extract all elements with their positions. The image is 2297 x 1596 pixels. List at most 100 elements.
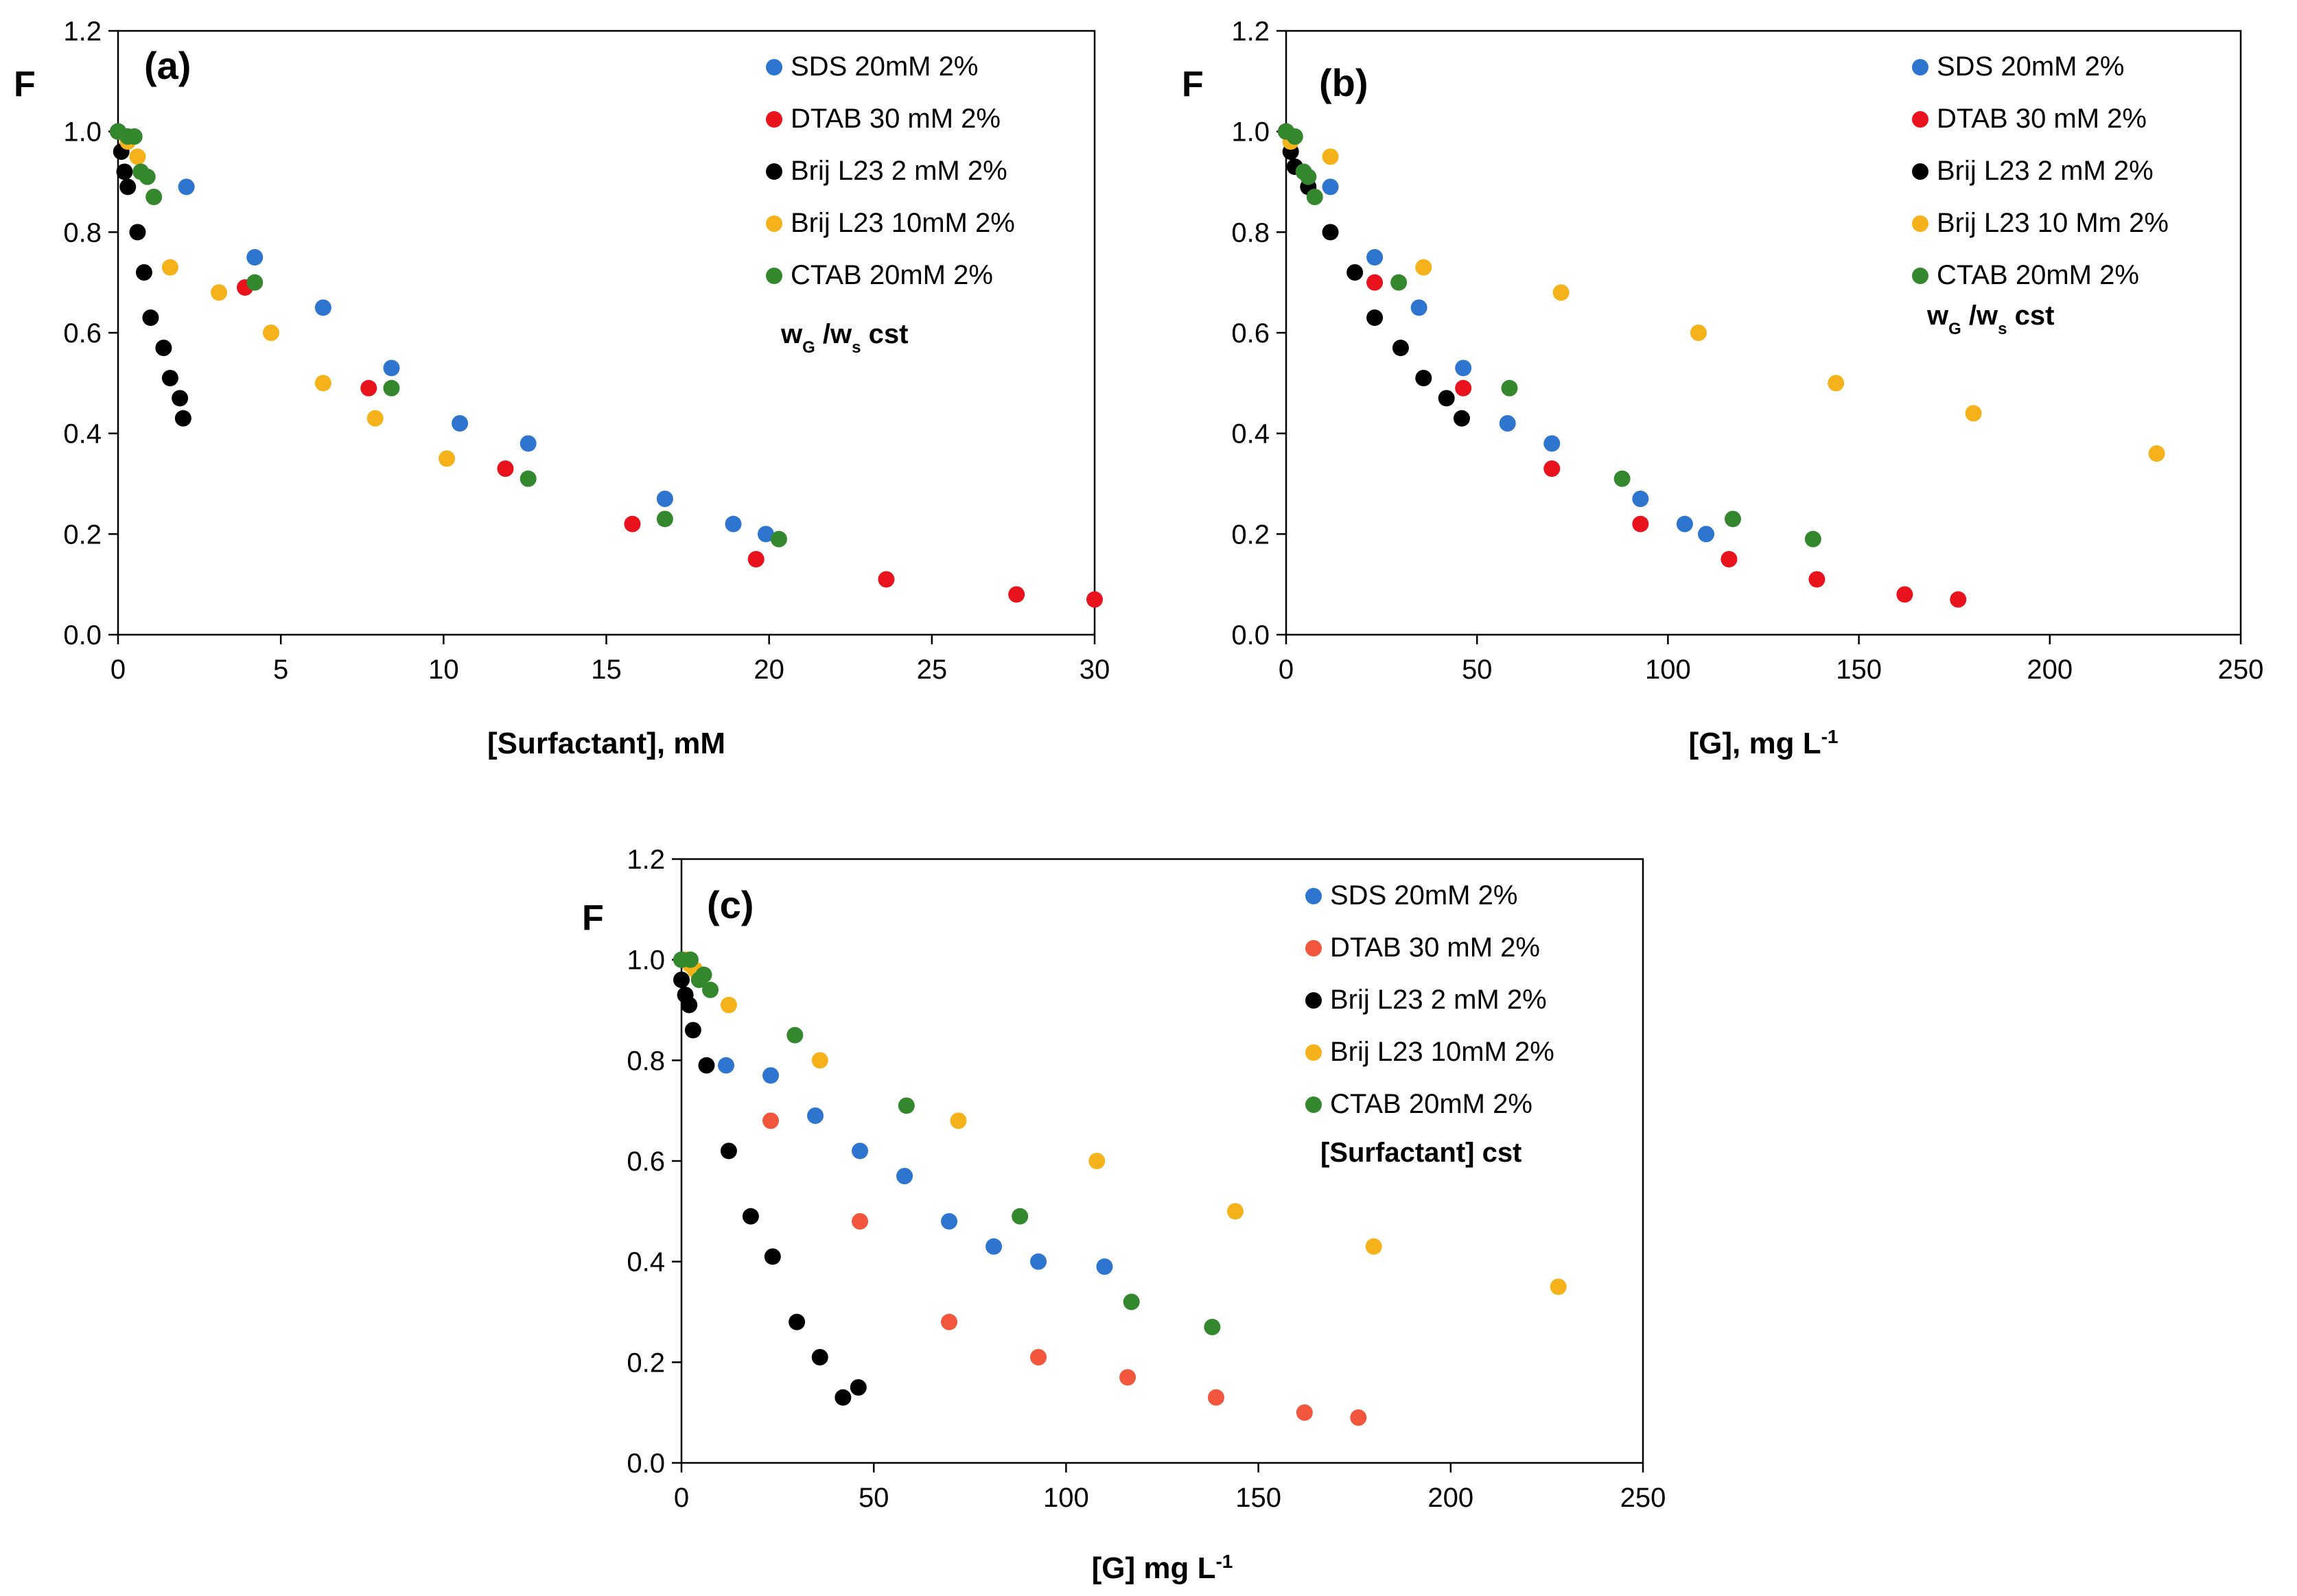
legend: SDS 20mM 2% DTAB 30 mM 2% Brij L23 2 mM 2%… bbox=[766, 51, 1015, 357]
legend-label: Brij L23 2 mM 2% bbox=[1330, 985, 1547, 1015]
data-point bbox=[135, 264, 152, 281]
data-point bbox=[1030, 1349, 1047, 1365]
legend-note-part: w bbox=[1926, 301, 1949, 331]
data-point bbox=[172, 390, 189, 407]
data-point bbox=[1286, 128, 1303, 145]
data-point bbox=[835, 1389, 852, 1406]
data-point bbox=[1119, 1369, 1136, 1386]
y-tick-label: 0.2 bbox=[627, 1348, 665, 1378]
data-point bbox=[698, 1057, 715, 1074]
panel-label: (c) bbox=[707, 883, 754, 926]
panel-label: (a) bbox=[144, 44, 191, 87]
data-point bbox=[1950, 591, 1967, 608]
x-tick-label: 5 bbox=[273, 655, 288, 685]
data-point bbox=[718, 1057, 735, 1074]
legend-marker bbox=[1912, 268, 1928, 284]
data-point bbox=[742, 1208, 759, 1225]
x-axis-title-superscript: -1 bbox=[1821, 726, 1839, 747]
data-point bbox=[439, 450, 456, 467]
data-point bbox=[1366, 309, 1384, 326]
legend-label: Brij L23 10 Mm 2% bbox=[1937, 208, 2169, 238]
legend-label: Brij L23 2 mM 2% bbox=[1937, 156, 2154, 186]
data-point bbox=[1438, 390, 1455, 407]
x-tick-label: 100 bbox=[1043, 1483, 1089, 1513]
data-point bbox=[1086, 591, 1103, 608]
legend-note: wG /ws cst bbox=[780, 319, 908, 357]
data-point bbox=[1365, 1238, 1382, 1255]
data-point bbox=[1008, 586, 1025, 603]
data-point bbox=[695, 966, 712, 983]
legend-note-subscript: G bbox=[802, 338, 815, 357]
series-3 bbox=[119, 133, 456, 467]
y-tick-label: 1.2 bbox=[63, 16, 102, 47]
data-point bbox=[383, 360, 400, 377]
legend-label: Brij L23 10mM 2% bbox=[1330, 1037, 1554, 1067]
data-point bbox=[174, 410, 191, 427]
legend-marker bbox=[1305, 888, 1322, 904]
data-point bbox=[142, 309, 159, 326]
legend-note-part: w bbox=[780, 319, 803, 349]
data-point bbox=[1804, 530, 1821, 548]
series-4 bbox=[1278, 123, 1821, 548]
data-point bbox=[262, 325, 279, 341]
legend-label: DTAB 30 mM 2% bbox=[1937, 104, 2147, 134]
legend-marker bbox=[1912, 111, 1928, 128]
x-tick-label: 200 bbox=[2027, 655, 2073, 685]
data-point bbox=[1828, 375, 1845, 392]
data-point bbox=[720, 1142, 737, 1160]
data-point bbox=[1499, 415, 1516, 432]
data-point bbox=[1632, 515, 1649, 532]
data-point bbox=[126, 128, 143, 145]
series-0 bbox=[1278, 123, 1715, 543]
series-1 bbox=[762, 1112, 1367, 1426]
x-tick-label: 50 bbox=[1462, 655, 1493, 685]
y-tick-label: 1.0 bbox=[627, 946, 665, 976]
x-tick-label: 250 bbox=[2218, 655, 2264, 685]
data-point bbox=[1455, 360, 1472, 377]
data-point bbox=[624, 515, 641, 532]
data-point bbox=[1808, 571, 1826, 588]
data-point bbox=[762, 1067, 780, 1084]
series-0 bbox=[110, 123, 774, 543]
legend-note-part: /w bbox=[1961, 301, 1998, 331]
data-point bbox=[1390, 274, 1408, 291]
legend-note-subscript: G bbox=[1948, 320, 1961, 338]
data-point bbox=[720, 996, 737, 1013]
legend-marker bbox=[1305, 940, 1322, 957]
x-tick-label: 50 bbox=[859, 1483, 889, 1513]
panel-label: (b) bbox=[1319, 61, 1368, 104]
chart-panel-1: 0.0 0.2 0.4 0.6 0.8 1.0 1.2 0 50 100 150 200 250 F (b)… bbox=[1182, 16, 2263, 760]
data-point bbox=[452, 415, 469, 432]
y-tick-label: 1.0 bbox=[1231, 117, 1270, 148]
data-point bbox=[119, 178, 137, 196]
data-point bbox=[1455, 379, 1472, 397]
data-point bbox=[1543, 435, 1561, 452]
data-point bbox=[811, 1349, 828, 1365]
legend-marker bbox=[1912, 59, 1928, 75]
series-1 bbox=[1278, 123, 1967, 608]
legend-note-subscript: s bbox=[1998, 320, 2007, 338]
data-point bbox=[1088, 1153, 1106, 1169]
data-point bbox=[1300, 168, 1317, 185]
x-tick-label: 150 bbox=[1235, 1483, 1281, 1513]
data-point bbox=[786, 1026, 804, 1044]
data-point bbox=[1552, 284, 1570, 301]
data-point bbox=[1030, 1253, 1047, 1270]
x-axis-title: [Surfactant], mM bbox=[487, 727, 725, 760]
data-point bbox=[211, 284, 228, 301]
legend-marker bbox=[766, 111, 782, 128]
data-point bbox=[656, 511, 673, 528]
series-1 bbox=[110, 123, 1103, 608]
legend-label: CTAB 20mM 2% bbox=[1330, 1089, 1532, 1119]
data-point bbox=[702, 981, 719, 998]
legend-label: Brij L23 2 mM 2% bbox=[791, 156, 1007, 186]
legend-label: SDS 20mM 2% bbox=[791, 51, 978, 82]
y-tick-label: 1.0 bbox=[63, 117, 102, 148]
data-point bbox=[757, 526, 774, 543]
y-tick-label: 0.8 bbox=[1231, 218, 1270, 248]
y-tick-label: 0.8 bbox=[63, 218, 102, 248]
x-tick-label: 10 bbox=[428, 655, 459, 685]
data-point bbox=[850, 1379, 867, 1396]
data-point bbox=[681, 996, 698, 1013]
x-tick-label: 25 bbox=[917, 655, 948, 685]
